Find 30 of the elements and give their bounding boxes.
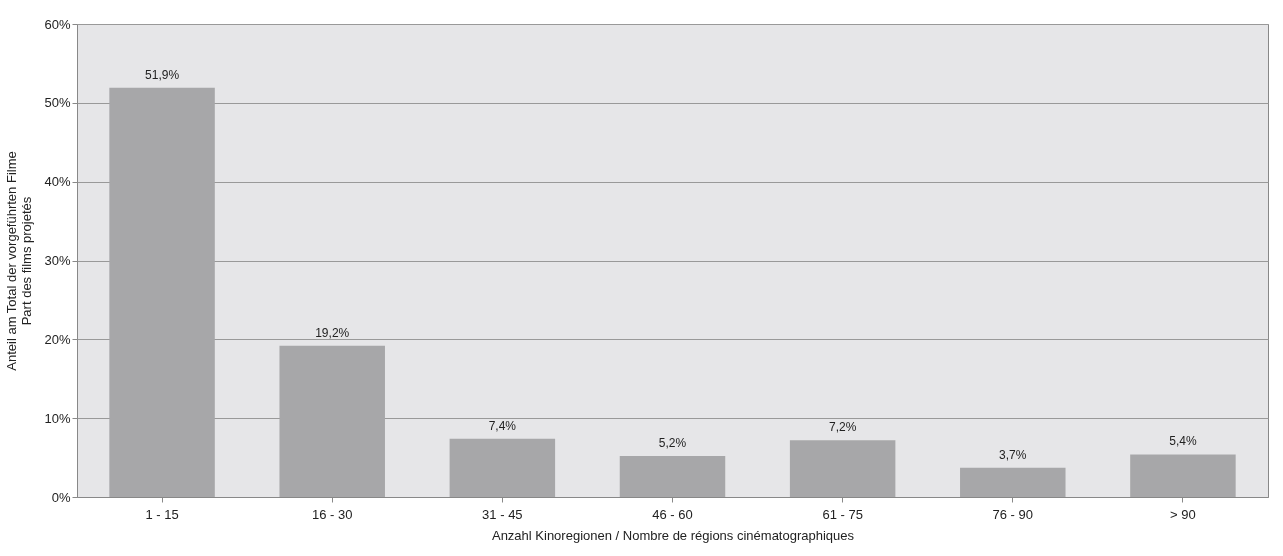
y-tick-label: 60% (44, 16, 71, 32)
x-tick-label: 16 - 30 (311, 506, 353, 522)
y-tick-label: 50% (44, 95, 71, 111)
bar (960, 467, 1066, 497)
y-axis-title: Anteil am Total der vorgeführten Filme Part des films projetés (4, 151, 35, 371)
x-tick-label: 46 - 60 (652, 506, 693, 522)
data-label: 3,7% (999, 447, 1027, 462)
data-label: 7,4% (488, 418, 517, 433)
bar (449, 438, 556, 497)
y-tick-label: 40% (44, 174, 71, 190)
bar (279, 345, 385, 497)
y-tick-label: 20% (44, 331, 71, 347)
bar (1130, 454, 1236, 497)
data-label: 5,2% (658, 436, 687, 451)
x-tick-label: 1 - 15 (145, 506, 179, 522)
y-tick-label: 10% (44, 410, 71, 426)
data-label: 7,2% (828, 420, 857, 435)
bar (619, 456, 726, 497)
x-axis-title: Anzahl Kinoregionen / Nombre de régions cinématographiques (491, 527, 855, 543)
x-tick-label: 76 - 90 (992, 506, 1034, 522)
bar (789, 440, 896, 497)
x-tick-label: 31 - 45 (482, 506, 523, 522)
y-tick-label: 30% (44, 253, 71, 268)
x-tick-label: 61 - 75 (822, 506, 863, 522)
x-tick-label: > 90 (1170, 506, 1196, 522)
data-label: 19,2% (315, 325, 350, 340)
data-label: 51,9% (145, 67, 180, 82)
bar (109, 87, 215, 497)
data-label: 5,4% (1169, 434, 1197, 449)
y-tick-label: 0% (51, 489, 71, 505)
